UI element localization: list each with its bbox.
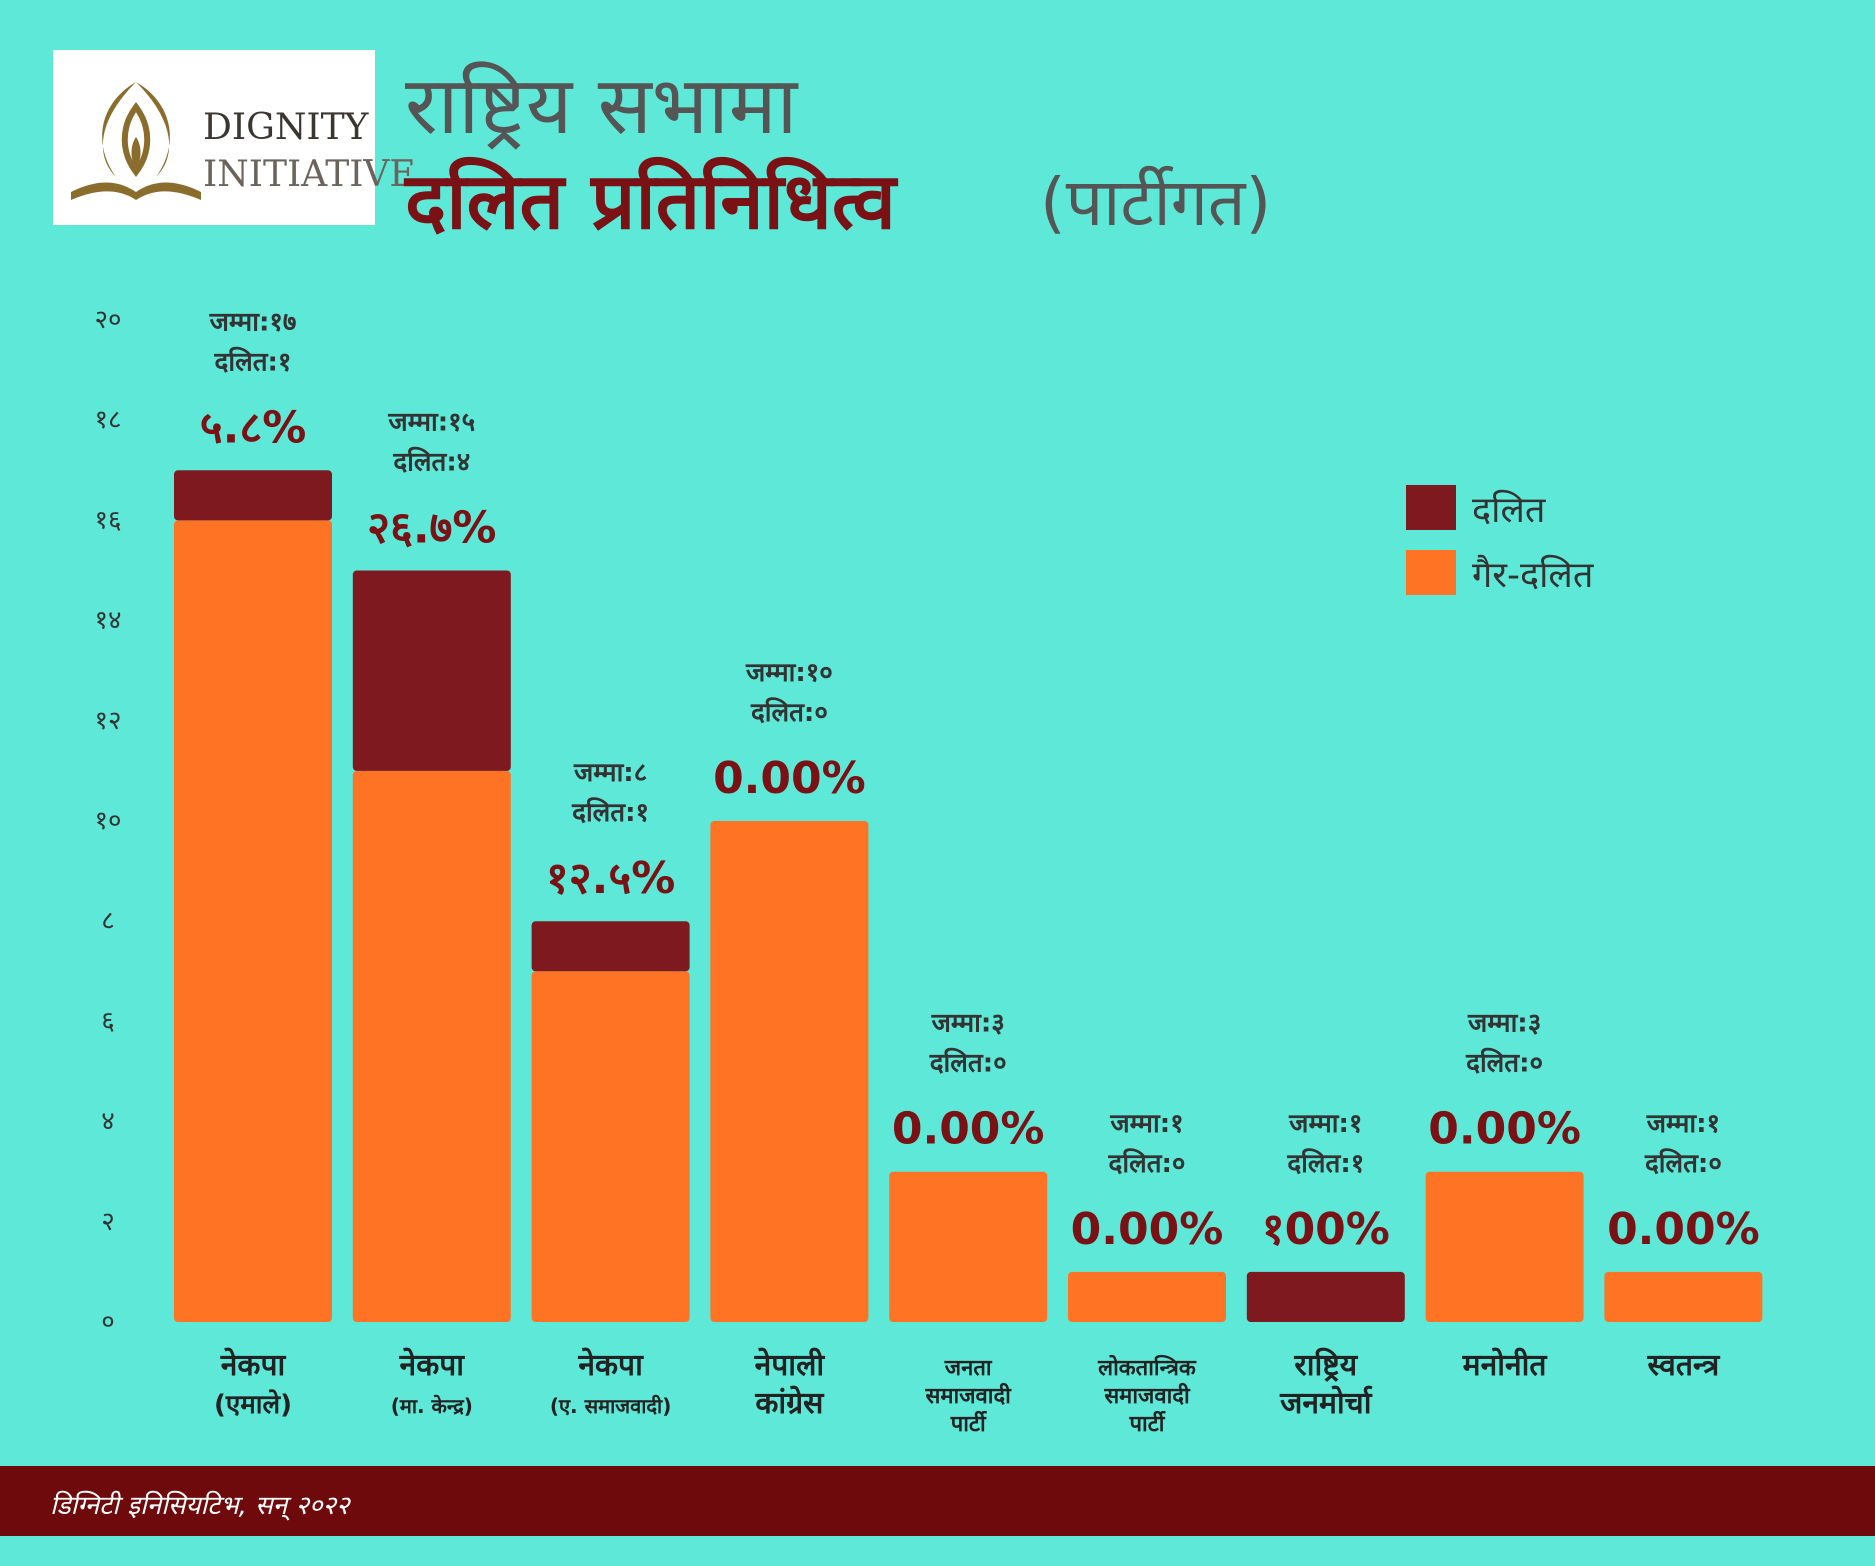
total-count-label: जम्मा:१ [1288, 1109, 1362, 1139]
total-count-label: जम्मा:१ [1109, 1109, 1183, 1139]
percent-label: 0.00% [1428, 1104, 1581, 1155]
legend-label-non-dalit: गैर-दलित [1472, 554, 1595, 596]
x-category-label: (ए. समाजवादी) [550, 1394, 672, 1418]
x-category-label: लोकतान्त्रिक [1097, 1354, 1197, 1381]
dalit-count-label: दलित:० [1465, 1048, 1543, 1079]
footer-bar: डिग्निटी इनिसियटिभ, सन् २०२२ [0, 1466, 1875, 1536]
dalit-count-label: दलित:० [750, 697, 828, 728]
dalit-count-label: दलित:१ [571, 797, 649, 828]
bar-dalit [352, 570, 511, 771]
logo-text-line1: DIGNITY [203, 107, 369, 148]
bar-non-dalit [352, 770, 511, 1322]
legend-swatch-dalit [1406, 485, 1456, 530]
x-category-label: (एमाले) [214, 1389, 292, 1420]
bar-non-dalit [174, 520, 332, 1322]
total-count-label: जम्मा:१ [1646, 1109, 1720, 1139]
bar-non-dalit [531, 971, 690, 1322]
legend-label-dalit: दलित [1472, 489, 1547, 531]
bar-non-dalit [1425, 1171, 1584, 1322]
x-category-label: नेकपा [399, 1347, 466, 1383]
x-category-label: नेकपा [577, 1347, 644, 1383]
total-count-label: जम्मा:१५ [387, 408, 475, 438]
x-category-label: जनता [944, 1356, 993, 1381]
dalit-count-label: दलित:१ [214, 346, 292, 377]
page-title-line2: दलित प्रतिनिधित्व [405, 157, 896, 247]
logo: DIGNITY INITIATIVE [53, 50, 416, 225]
total-count-label: जम्मा:१७ [209, 307, 297, 337]
y-tick-label: ० [101, 1307, 115, 1337]
dalit-count-label: दलित:४ [392, 447, 470, 478]
total-count-label: जम्मा:१० [745, 658, 833, 688]
total-count-label: जम्मा:३ [1467, 1009, 1541, 1039]
bar-dalit [174, 470, 332, 521]
dalit-count-label: दलित:१ [1286, 1148, 1364, 1179]
x-category-label: राष्ट्रिय [1293, 1347, 1358, 1383]
dalit-count-label: दलित:० [1644, 1148, 1722, 1179]
percent-label: १२.५% [546, 853, 675, 904]
flame-book-icon [71, 82, 201, 200]
y-tick-label: २० [94, 305, 121, 335]
x-category-label: नेपाली [754, 1347, 826, 1383]
dalit-count-label: दलित:० [929, 1048, 1007, 1079]
x-category-label: समाजवादी [1103, 1382, 1191, 1409]
x-category-label: कांग्रेस [754, 1385, 825, 1421]
dalit-count-label: दलित:० [1108, 1148, 1186, 1179]
y-tick-label: ६ [101, 1006, 115, 1036]
y-tick-label: ४ [101, 1107, 115, 1137]
bar-dalit [1246, 1271, 1405, 1322]
x-category-label: समाजवादी [925, 1382, 1013, 1409]
y-tick-label: १४ [94, 606, 121, 636]
bar-non-dalit [1604, 1271, 1763, 1322]
bar-dalit [531, 921, 690, 972]
logo-text-line2: INITIATIVE [203, 154, 416, 195]
percent-label: 0.00% [1071, 1204, 1224, 1255]
x-category-label: स्वतन्त्र [1647, 1348, 1721, 1383]
x-category-label: मनोनीत [1462, 1347, 1549, 1383]
legend-swatch-non-dalit [1406, 550, 1456, 595]
total-count-label: जम्मा:८ [573, 758, 647, 788]
percent-label: 0.00% [713, 753, 866, 804]
percent-label: 0.00% [1607, 1204, 1760, 1255]
percent-label: २६.७% [367, 503, 496, 554]
page-title-qualifier: (पार्टीगत) [1040, 164, 1272, 241]
stacked-bar-chart: ० २ ४ ६ ८ १० १२ १४ १६ १८ २० ५.८% दलित:१ जम्मा:१७ नेकपा… [94, 305, 1763, 1437]
x-category-label: नेकपा [220, 1347, 287, 1383]
y-tick-label: १२ [94, 706, 121, 736]
bar-non-dalit [1068, 1271, 1226, 1322]
y-tick-label: १६ [94, 505, 121, 535]
x-category-label: पार्टी [1129, 1410, 1167, 1437]
bar-non-dalit [889, 1171, 1048, 1322]
percent-label: ५.८% [200, 402, 307, 453]
percent-label: 0.00% [892, 1104, 1045, 1155]
total-count-label: जम्मा:३ [931, 1009, 1005, 1039]
y-tick-label: ८ [101, 906, 115, 936]
y-tick-label: २ [101, 1207, 115, 1237]
x-category-label: जनमोर्चा [1279, 1385, 1373, 1421]
x-category-label: पार्टी [950, 1410, 988, 1437]
bar-non-dalit [710, 821, 869, 1322]
y-tick-label: १० [94, 806, 121, 836]
percent-label: १00% [1262, 1204, 1390, 1255]
footer-credit: डिग्निटी इनिसियटिभ, सन् २०२२ [50, 1491, 350, 1521]
page-title-line1: राष्ट्रिय सभामा [405, 59, 798, 152]
x-category-label: (मा. केन्द्र) [391, 1394, 473, 1418]
y-tick-label: १८ [94, 405, 121, 435]
